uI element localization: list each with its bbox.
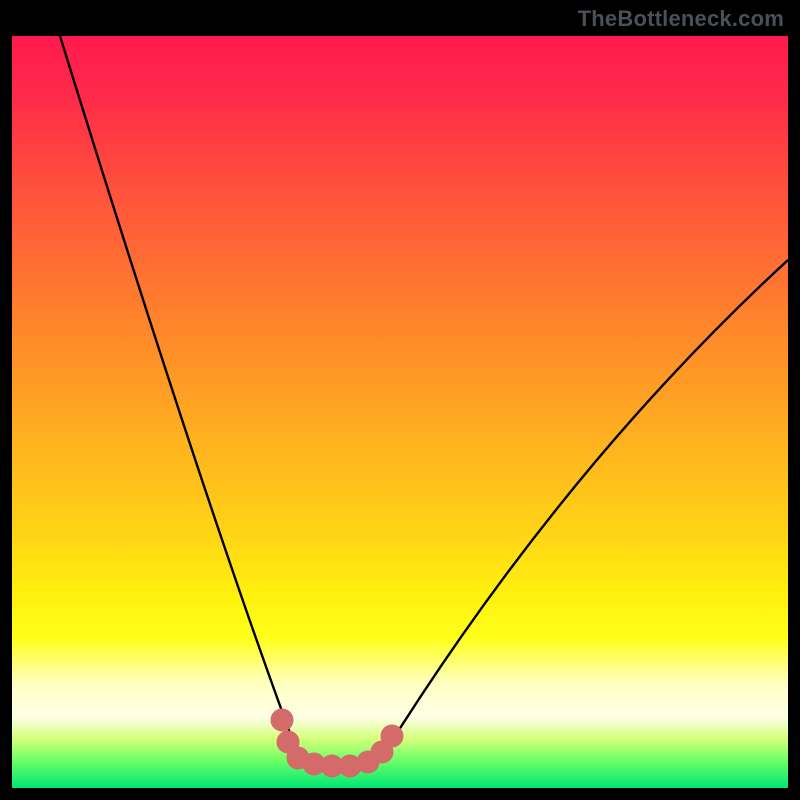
trough-marker [271,709,293,731]
chart-container: TheBottleneck.com [0,0,800,800]
trough-marker [381,725,403,747]
watermark-text: TheBottleneck.com [578,6,784,32]
bottleneck-chart [0,0,800,800]
plot-area [12,36,788,788]
